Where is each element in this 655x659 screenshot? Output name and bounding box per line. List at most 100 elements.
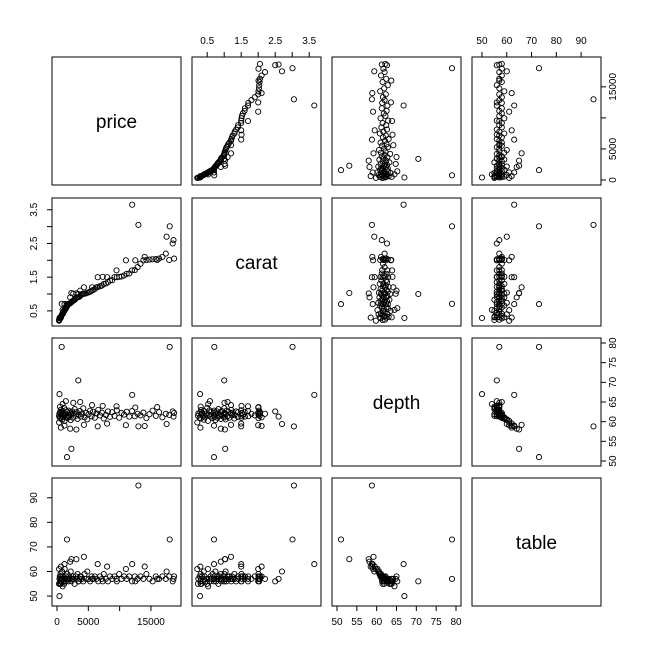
point	[369, 169, 376, 176]
point	[290, 423, 297, 430]
tick-label: 0	[54, 617, 60, 628]
point	[377, 115, 384, 122]
point	[493, 82, 500, 89]
point	[381, 250, 388, 257]
point	[222, 162, 229, 169]
point	[210, 167, 218, 174]
point	[70, 575, 77, 582]
tick-label: 2.5	[29, 236, 40, 250]
point	[383, 126, 391, 133]
point	[290, 482, 297, 489]
point	[392, 160, 399, 167]
point	[370, 284, 377, 291]
point	[275, 575, 282, 582]
point	[496, 284, 503, 291]
point	[205, 171, 212, 178]
point	[275, 413, 282, 420]
point	[381, 264, 388, 271]
point	[100, 280, 107, 287]
point	[255, 422, 262, 429]
point	[448, 172, 456, 179]
point	[379, 78, 386, 86]
point	[94, 423, 101, 430]
point	[128, 267, 136, 274]
tick-label: 5000	[77, 617, 100, 628]
point	[222, 556, 229, 563]
point	[511, 102, 518, 109]
point	[222, 445, 229, 452]
point	[140, 257, 147, 264]
point	[122, 257, 129, 264]
point	[311, 102, 318, 109]
point	[141, 422, 148, 430]
point	[238, 420, 245, 427]
point	[590, 96, 597, 103]
tick-label: 80	[450, 617, 462, 628]
point	[159, 253, 166, 260]
point	[311, 391, 318, 398]
point	[77, 413, 84, 420]
tick-label: 80	[29, 516, 40, 528]
tick-label: 15000	[137, 617, 165, 628]
point	[210, 561, 218, 568]
panel-carat-vs-table	[471, 197, 602, 327]
point	[206, 168, 213, 175]
point	[493, 99, 500, 106]
point	[197, 580, 204, 587]
point	[496, 142, 503, 149]
point	[503, 420, 510, 428]
point	[89, 402, 96, 409]
tick-label: 70	[608, 376, 619, 388]
point	[496, 250, 503, 257]
point	[503, 299, 510, 306]
point	[169, 408, 176, 415]
point	[166, 223, 173, 230]
point	[135, 221, 142, 228]
point	[493, 102, 500, 109]
point	[387, 578, 394, 585]
point	[197, 563, 204, 570]
x-axis-price-bottom: 0 5000 15000	[54, 605, 165, 628]
point	[346, 289, 353, 297]
point	[238, 136, 245, 143]
point	[370, 150, 377, 157]
point	[204, 417, 211, 424]
point	[496, 61, 503, 68]
point	[194, 419, 201, 426]
point	[63, 536, 71, 543]
point	[368, 221, 375, 228]
point	[496, 160, 503, 167]
point	[535, 223, 543, 230]
point	[59, 583, 66, 590]
point	[400, 201, 407, 208]
point	[244, 575, 252, 582]
tick-label: 50	[29, 590, 40, 602]
point	[503, 289, 510, 296]
point	[511, 301, 518, 308]
tick-label: 0.5	[200, 36, 214, 47]
panel-frame	[331, 197, 462, 327]
point	[389, 273, 396, 280]
point	[493, 404, 500, 411]
point	[238, 423, 245, 430]
point	[73, 556, 80, 563]
point	[210, 169, 218, 176]
point	[272, 62, 279, 69]
point	[275, 61, 282, 68]
point	[248, 410, 255, 417]
point	[221, 155, 228, 162]
point	[448, 536, 456, 543]
tick-label: 3.5	[29, 202, 40, 216]
point	[535, 454, 543, 461]
point	[400, 561, 407, 568]
point	[511, 274, 518, 281]
point	[63, 301, 71, 308]
x-axis-table-top: 50 60 70 80 90	[476, 36, 587, 58]
point	[90, 408, 97, 415]
point	[388, 256, 395, 264]
point	[503, 68, 510, 75]
point	[224, 153, 231, 161]
point	[67, 294, 74, 301]
y-axis-carat-left: 0.5 1.5 2.5 3.5	[29, 202, 53, 318]
point	[478, 314, 486, 322]
